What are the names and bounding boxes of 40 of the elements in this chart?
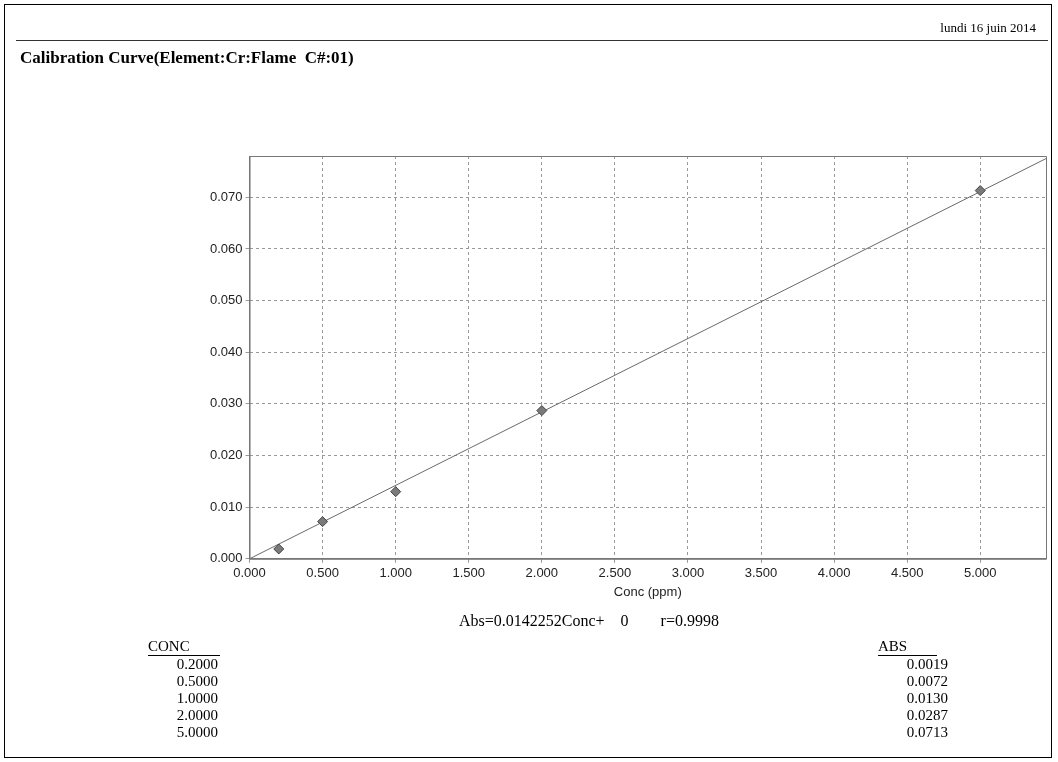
text: 0.5000 xyxy=(175,673,218,690)
y-tick-label: 0.060 xyxy=(209,240,243,256)
point xyxy=(273,543,285,555)
y-tick-label: 0.070 xyxy=(209,188,243,204)
x-tick-label: 3.000 xyxy=(671,565,705,581)
text: CONC xyxy=(148,638,220,656)
x-axis-title: Conc (ppm) xyxy=(613,583,682,599)
text: 1.0000 xyxy=(175,690,218,707)
x-tick-label: 4.500 xyxy=(890,565,924,581)
x-tick-label: 4.000 xyxy=(817,565,851,581)
y-tick-label: 0.050 xyxy=(209,292,243,308)
text: lundi 16 juin 2014 xyxy=(940,20,1036,36)
x-tick-label: 2.500 xyxy=(598,565,632,581)
y-tick-label: 0.000 xyxy=(209,550,243,566)
y-tick-label: 0.030 xyxy=(209,395,243,411)
x-tick-label: 3.500 xyxy=(744,565,778,581)
point xyxy=(317,516,329,528)
text: 0.2000 xyxy=(175,656,218,673)
x-tick-label: 2.000 xyxy=(525,565,559,581)
x-tick-label: 0.000 xyxy=(233,565,266,581)
text: Abs=0.0142252Conc+ 0 r=0.9998 xyxy=(458,612,720,630)
point xyxy=(974,185,986,197)
text: 0.0019 xyxy=(905,656,948,673)
text: 5.0000 xyxy=(175,724,218,741)
x-tick-label: 1.000 xyxy=(379,565,412,581)
x-tick-label: 0.500 xyxy=(306,565,339,581)
y-tick-label: 0.010 xyxy=(209,498,243,514)
text: 0.0072 xyxy=(905,673,948,690)
x-tick-label: 1.500 xyxy=(452,565,486,581)
text: 0.0287 xyxy=(905,707,948,724)
text: ABS xyxy=(878,638,938,656)
y-tick-label: 0.040 xyxy=(209,343,243,359)
y-tick-label: 0.020 xyxy=(209,447,243,463)
text: 2.0000 xyxy=(175,707,218,724)
chart-title: Calibration Curve(Element:Cr:Flame C#:01) xyxy=(20,48,354,68)
text: 0.0713 xyxy=(905,724,948,741)
x-tick-label: 5.000 xyxy=(963,565,997,581)
point xyxy=(536,405,548,417)
point xyxy=(390,486,402,498)
text: 0.0130 xyxy=(905,690,948,707)
